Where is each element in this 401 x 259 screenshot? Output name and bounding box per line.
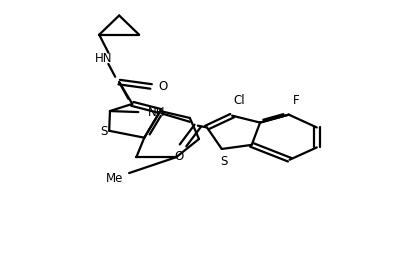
Text: Me: Me (105, 172, 123, 185)
Text: HN: HN (94, 52, 111, 65)
Text: S: S (99, 125, 107, 138)
Text: S: S (219, 155, 227, 168)
Text: O: O (174, 150, 183, 163)
Text: O: O (158, 80, 167, 93)
Text: Cl: Cl (232, 95, 244, 107)
Text: F: F (292, 94, 299, 107)
Text: NH: NH (148, 106, 165, 119)
